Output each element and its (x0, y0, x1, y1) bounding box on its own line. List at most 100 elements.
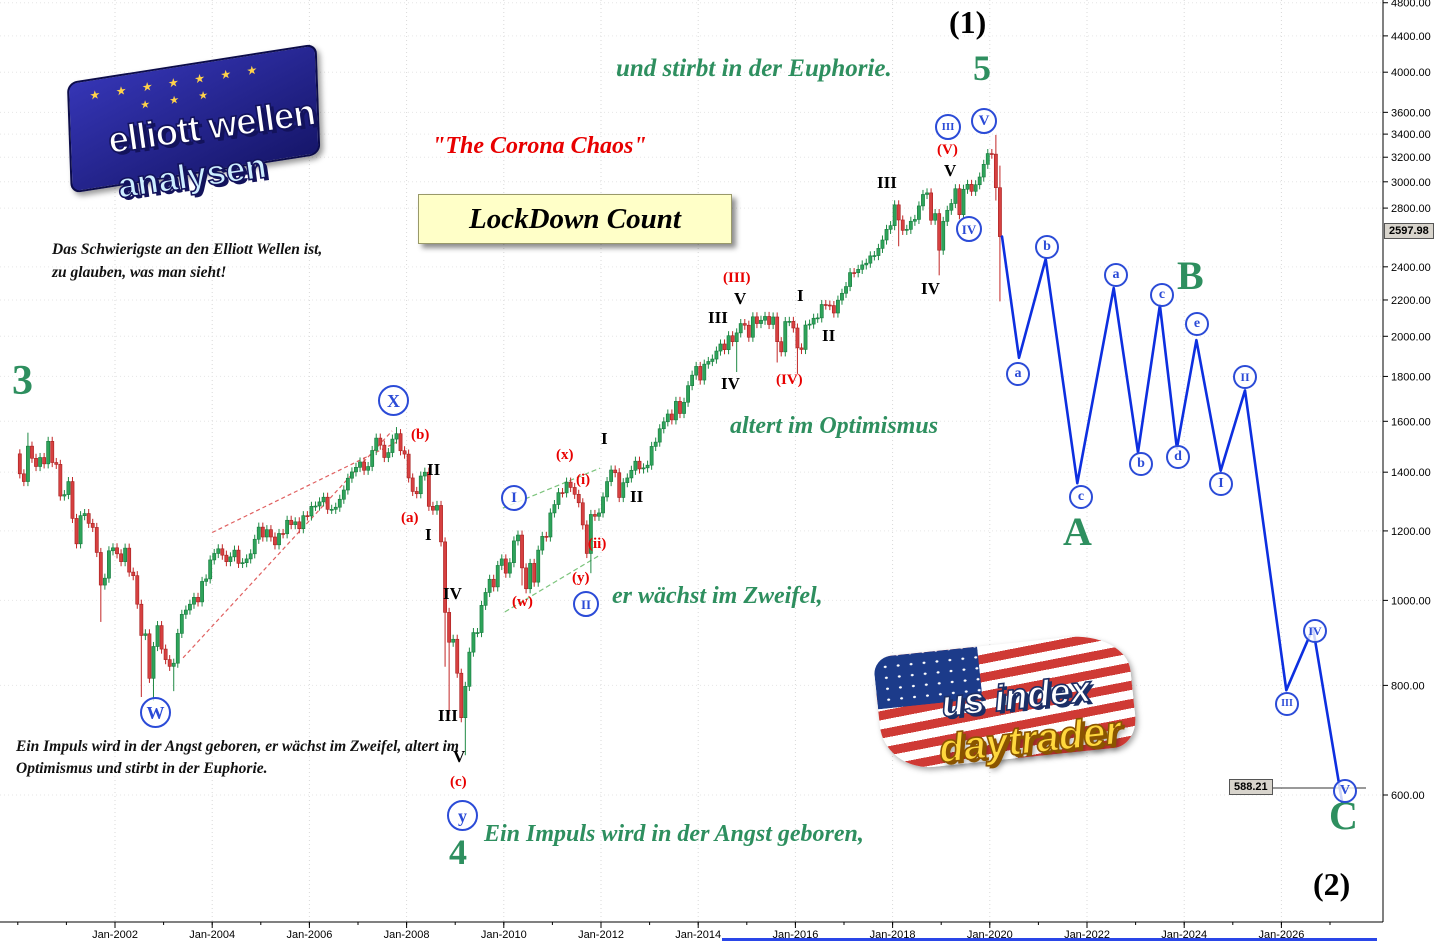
candlestick (390, 438, 395, 453)
wave-label-roman: IV (921, 279, 940, 298)
candlestick (730, 335, 735, 342)
candlestick (398, 433, 403, 452)
candlestick (260, 526, 265, 538)
candlestick (568, 481, 573, 488)
candlestick (293, 521, 298, 525)
candlestick (726, 335, 731, 350)
candlestick (431, 506, 435, 511)
wave-label-roman: IV (721, 374, 740, 393)
candlestick (597, 512, 601, 517)
candlestick (50, 441, 55, 463)
candlestick (188, 603, 192, 611)
candlestick (888, 225, 893, 230)
candlestick (560, 492, 565, 494)
candlestick (119, 553, 123, 562)
wave-label-circled: b (1035, 235, 1059, 259)
candlestick (791, 321, 796, 329)
candlestick (111, 547, 115, 552)
candlestick (977, 176, 982, 186)
candlestick (528, 563, 533, 590)
wave-label-primary: (2) (1313, 866, 1351, 902)
candlestick (370, 450, 375, 467)
wave-label-circled: e (1185, 312, 1209, 336)
candlestick (459, 672, 464, 718)
candlestick (42, 457, 47, 465)
candlestick (309, 506, 314, 517)
y-axis-label: 2200.00 (1391, 295, 1431, 307)
y-axis-label: 2800.00 (1391, 203, 1431, 215)
candlestick (690, 374, 695, 386)
candlestick (856, 269, 861, 274)
candlestick (78, 515, 83, 545)
hardest-thing-note: Das Schwierigste an den Elliott Wellen i… (52, 241, 323, 282)
candlestick (467, 651, 472, 687)
wave-label-circled: IV (1303, 619, 1327, 643)
candlestick (925, 192, 929, 195)
candlestick (912, 219, 917, 222)
y-axis-label: 3600.00 (1391, 107, 1431, 119)
candlestick (325, 496, 330, 510)
y-axis-label: 2000.00 (1391, 331, 1431, 343)
candlestick (998, 187, 1002, 237)
candlestick (439, 505, 443, 543)
wave-label-circled: d (1166, 445, 1190, 469)
candlestick (362, 461, 366, 471)
candlestick (961, 188, 966, 215)
candlestick (455, 638, 460, 674)
target-price-badge: 588.21 (1229, 779, 1273, 795)
wave-label-roman: III (438, 706, 458, 725)
candlestick (819, 304, 824, 319)
candlestick (264, 529, 269, 538)
y-axis-label: 3200.00 (1391, 152, 1431, 164)
candlestick (366, 466, 371, 471)
candlestick (771, 316, 776, 325)
candlestick (949, 203, 954, 211)
candlestick (969, 184, 974, 192)
candlestick (406, 453, 411, 479)
candlestick (382, 444, 387, 458)
candlestick (989, 153, 994, 155)
candlestick (495, 565, 500, 588)
candlestick (823, 304, 828, 306)
wave-label-roman: III (708, 308, 728, 327)
y-axis-label: 1400.00 (1391, 467, 1431, 479)
candlestick (742, 323, 747, 326)
wave-label-red: (b) (411, 427, 430, 443)
candlestick (192, 597, 196, 605)
candlestick (329, 509, 334, 511)
candlestick (763, 316, 767, 321)
wave-label-green: B (1177, 253, 1204, 298)
candlestick (993, 153, 998, 188)
candlestick (236, 549, 241, 564)
candlestick (807, 323, 812, 326)
candlestick (244, 558, 249, 563)
candlestick (641, 467, 646, 470)
y-axis-label: 4000.00 (1391, 67, 1431, 79)
x-axis-label: Jan-2012 (578, 929, 624, 941)
candlestick (775, 316, 780, 342)
candlestick (175, 633, 180, 664)
y-axis-label: 800.00 (1391, 680, 1425, 692)
candlestick (216, 548, 221, 554)
green-channel-lower (504, 555, 599, 613)
wave-label-circled: II (573, 591, 599, 617)
candlestick (30, 445, 34, 459)
candlestick (678, 401, 682, 414)
wave-label-red: (IV) (776, 372, 803, 388)
wave-label-circled: III (1275, 692, 1299, 716)
candlestick (167, 659, 172, 667)
projection-path (1000, 235, 1344, 804)
candlestick (475, 632, 480, 634)
candlestick (665, 413, 670, 423)
candlestick (714, 350, 719, 360)
wave-label-circled: W (140, 697, 171, 728)
candlestick (155, 625, 160, 647)
candlestick (649, 446, 654, 466)
y-axis-label: 1800.00 (1391, 371, 1431, 383)
candlestick (183, 609, 188, 615)
candlestick (58, 464, 63, 497)
candlestick (512, 540, 516, 563)
candlestick (163, 648, 168, 660)
